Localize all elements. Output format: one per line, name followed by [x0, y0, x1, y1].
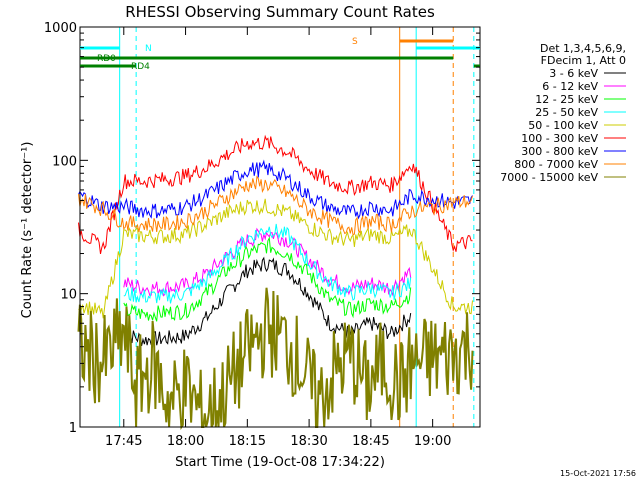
series-line [78, 175, 473, 236]
plot-frame [79, 26, 481, 428]
x-tick-label: 18:15 [229, 434, 266, 449]
series-line [123, 256, 412, 348]
plot-area [77, 27, 475, 431]
flag-bars: RD0 RD4 N S [80, 37, 480, 72]
legend-entry-label: 300 - 800 keV [521, 145, 598, 158]
x-tick-label: 18:45 [352, 434, 389, 449]
x-tick-label: 19:00 [414, 434, 451, 449]
legend: Det 1,3,4,5,6,9,FDecim 1, Att 03 - 6 keV… [500, 42, 626, 184]
x-axis-ticks: 17:45 18:00 18:15 18:30 18:45 19:00 [105, 27, 451, 449]
series-line [78, 198, 473, 319]
x-tick-label: 18:00 [167, 434, 204, 449]
y-tick-label: 1000 [44, 21, 77, 36]
flag-label: S [352, 37, 358, 47]
legend-entry-label: 12 - 25 keV [535, 93, 598, 106]
legend-entry-label: 7000 - 15000 keV [500, 171, 598, 184]
legend-entry-label: 25 - 50 keV [535, 106, 598, 119]
legend-entry-label: 50 - 100 keV [528, 119, 598, 132]
x-tick-label: 18:30 [290, 434, 327, 449]
x-axis-label: Start Time (19-Oct-08 17:34:22) [175, 455, 385, 470]
chart-title: RHESSI Observing Summary Count Rates [125, 3, 435, 21]
series-line [77, 287, 474, 431]
flag-label: N [145, 44, 152, 54]
y-tick-label: 100 [52, 154, 77, 169]
legend-header: FDecim 1, Att 0 [541, 54, 626, 67]
y-tick-label: 10 [60, 288, 77, 303]
x-tick-label: 17:45 [105, 434, 142, 449]
series-line [123, 223, 412, 304]
series-line [123, 227, 412, 297]
legend-entry-label: 100 - 300 keV [521, 132, 598, 145]
series-line [78, 134, 473, 254]
series-line [123, 236, 412, 322]
legend-header: Det 1,3,4,5,6,9, [540, 42, 626, 55]
y-axis-ticks: 1 10 100 1000 [44, 21, 480, 436]
flag-label: RD4 [131, 62, 150, 72]
legend-entry-label: 800 - 7000 keV [514, 158, 598, 171]
footer-timestamp: 15-Oct-2021 17:56 [560, 469, 636, 478]
series-line [78, 159, 473, 220]
y-axis-label: Count Rate (s⁻¹ detector⁻¹) [20, 142, 35, 319]
legend-entry-label: 6 - 12 keV [542, 80, 598, 93]
legend-entry-label: 3 - 6 keV [549, 67, 598, 80]
flag-label: RD0 [97, 54, 116, 64]
y-tick-label: 1 [69, 421, 77, 436]
